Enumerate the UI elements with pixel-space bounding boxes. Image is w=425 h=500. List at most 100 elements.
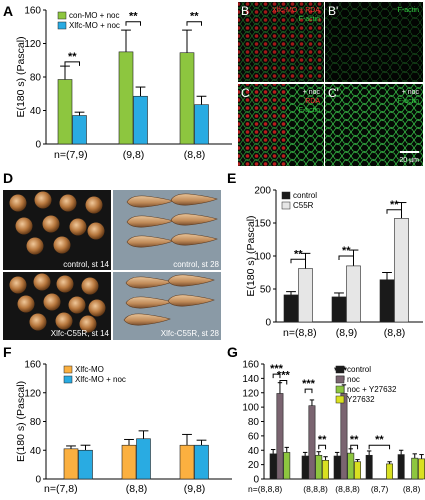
micrograph-c-label-2: RDA xyxy=(305,98,320,105)
significance-bracket xyxy=(279,380,288,385)
embryo-dot-15 xyxy=(43,293,61,311)
micrograph-c-label-1: + noc xyxy=(303,89,321,96)
significance-bracket xyxy=(304,388,313,394)
bar-e-s0-g1 xyxy=(331,296,347,323)
embryo-dot-10 xyxy=(9,276,27,294)
y-tick-label: 40 xyxy=(248,446,260,457)
y-tick-label: 160 xyxy=(242,360,259,371)
category-label: n=(8,8,8) xyxy=(248,484,282,494)
y-axis-label: E(180 s) (Pascal) xyxy=(15,36,27,117)
bar-e-s1-g1 xyxy=(346,265,361,323)
category-label: (8,8) xyxy=(403,484,421,494)
legend-swatch xyxy=(281,201,291,210)
photo-label-c55r-st14: Xlfc-C55R, st 14 xyxy=(51,329,110,338)
legend-label: Xlfc-MO + noc xyxy=(75,375,126,384)
y-tick-label: 40 xyxy=(30,446,42,457)
significance-bracket xyxy=(368,444,391,450)
chart-e: 0 50 100 150 200 E(180 s) (Pascal) ** ** ** n=(8,… xyxy=(245,186,423,339)
tadpole-shape-7 xyxy=(167,274,215,287)
bar-g-s3-g2 xyxy=(354,461,361,480)
y-tick-label: 0 xyxy=(35,475,41,486)
photo-label-control-st28: control, st 28 xyxy=(173,260,219,269)
micrograph-c-prime-letter: C' xyxy=(328,86,339,100)
embryo-dot-12 xyxy=(56,275,74,293)
bar-e-s0-g2 xyxy=(379,279,395,323)
y-tick-label: 160 xyxy=(24,6,41,17)
y-tick-label: 80 xyxy=(248,417,260,428)
y-tick-label: 140 xyxy=(242,374,259,385)
bar-a-s0-g2 xyxy=(179,52,195,145)
scale-bar-label: 20 µm xyxy=(399,157,419,164)
bar-g-s2-g2 xyxy=(347,452,355,480)
embryo-dot-3 xyxy=(85,196,103,214)
bar-f-s1-g1 xyxy=(136,438,151,480)
y-tick-label: 20 xyxy=(248,460,260,471)
bar-g-s0-g3 xyxy=(365,454,373,480)
micrograph-c-prime: C' + noc F-actin 20 µm xyxy=(325,84,423,166)
category-label: (9,8) xyxy=(184,483,206,495)
legend-swatch xyxy=(335,395,345,404)
bar-g-s0-g0 xyxy=(269,453,277,480)
bar-g-s2-g0 xyxy=(283,452,291,480)
embryo-dot-5 xyxy=(42,215,60,233)
category-label: n=(7,9) xyxy=(54,149,88,161)
legend-label: C55R xyxy=(293,201,314,210)
panel-letter-f: F xyxy=(3,344,12,360)
significance-bracket xyxy=(318,444,327,450)
significance-bracket xyxy=(186,21,202,26)
tadpole-shape-10 xyxy=(123,313,171,326)
category-label: (8,8) xyxy=(126,483,148,495)
significance-bracket xyxy=(272,373,281,379)
embryo-dots xyxy=(9,191,106,333)
category-label: (8,7) xyxy=(371,484,389,494)
significance-label: ** xyxy=(318,434,327,446)
tadpole-shape-9 xyxy=(167,294,215,307)
category-label: (8,8) xyxy=(184,149,206,161)
embryo-dot-17 xyxy=(88,299,106,317)
category-label: (8,8,8) xyxy=(303,484,328,494)
y-tick-label: 40 xyxy=(30,106,42,117)
legend-swatch xyxy=(57,21,67,30)
bar-g-s0-g1 xyxy=(301,455,309,480)
y-tick-label: 80 xyxy=(30,73,42,84)
embryo-dot-18 xyxy=(29,313,47,331)
embryo-dot-2 xyxy=(59,194,77,212)
legend-swatch xyxy=(335,365,345,374)
bar-g-s0-g4 xyxy=(397,454,405,480)
micrograph-c: C + noc RDA F-actin xyxy=(238,84,324,166)
bar-g-s1-g0 xyxy=(276,393,284,480)
tadpole-shape-1 xyxy=(170,193,218,206)
significance-label: *** xyxy=(270,363,284,375)
micrograph-b-label-1: Xlfc-MO + RDA xyxy=(272,7,320,14)
chart-f: 0 40 80 120 160 E(180 s) (Pascal) n=(7,8) (8,8)… xyxy=(15,360,232,495)
panel-letter-e: E xyxy=(227,170,236,186)
significance-bracket xyxy=(386,209,402,214)
significance-label: *** xyxy=(302,378,316,390)
category-label: (8,9) xyxy=(336,327,358,339)
legend-label: control xyxy=(347,365,371,374)
legend-swatch xyxy=(57,11,67,20)
category-label: (8,8) xyxy=(384,327,406,339)
micrograph-b: B Xlfc-MO + RDA F-actin xyxy=(238,2,324,82)
bar-g-s3-g4 xyxy=(418,458,425,480)
tadpole-shapes xyxy=(123,193,218,326)
y-tick-label: 0 xyxy=(253,475,259,486)
category-label: n=(8,8) xyxy=(283,327,317,339)
embryo-dot-14 xyxy=(17,295,35,313)
bar-g-s1-g1 xyxy=(308,405,316,480)
y-axis-label: E(180 s) (Pascal) xyxy=(15,381,27,462)
y-tick-label: 120 xyxy=(24,388,41,399)
photo-panel-d: control, st 14 control, st 28 Xlfc-C55R,… xyxy=(3,190,221,340)
category-label: n=(7,8) xyxy=(44,483,78,495)
legend-label: noc xyxy=(347,375,360,384)
chart-a: 0 40 80 120 160 E(180 s) (Pascal) ** ** ** n=(7,9… xyxy=(15,6,232,161)
bar-a-s1-g0 xyxy=(72,115,87,145)
embryo-dot-0 xyxy=(9,194,27,212)
bar-a-s1-g1 xyxy=(133,95,148,145)
significance-label: *** xyxy=(277,370,291,382)
bar-f-s0-g0 xyxy=(63,448,79,480)
y-tick-label: 200 xyxy=(254,186,271,197)
legend-swatch xyxy=(63,365,73,374)
embryo-dot-20 xyxy=(79,315,97,333)
